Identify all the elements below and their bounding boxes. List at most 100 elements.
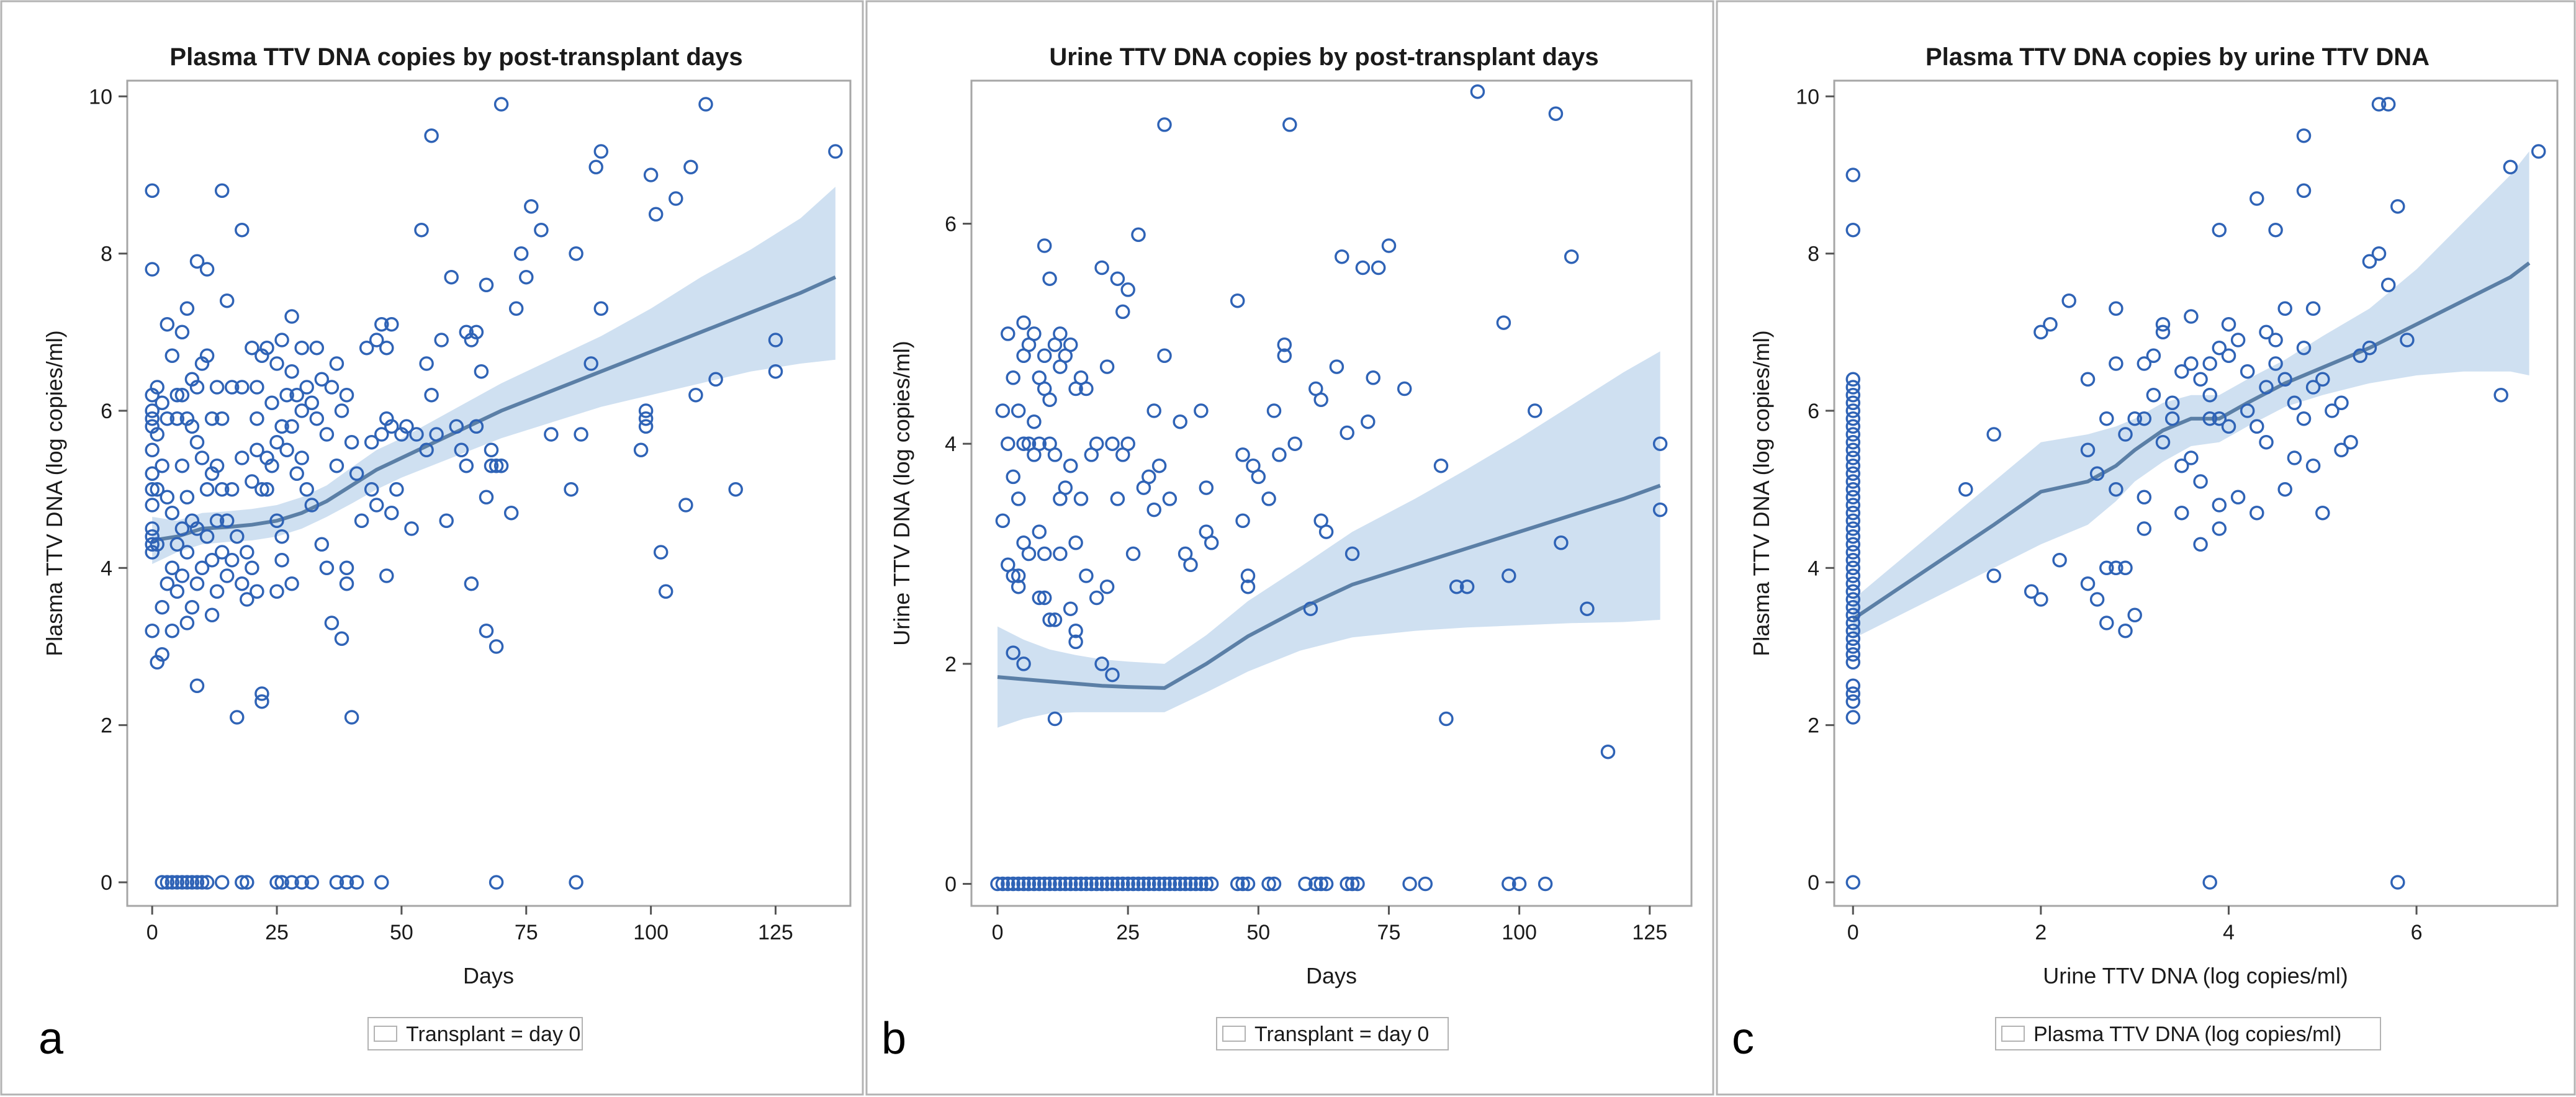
data-point [1251, 469, 1266, 485]
data-point [2184, 450, 2199, 465]
data-point [160, 490, 175, 505]
panel-frame [0, 0, 864, 1096]
data-point [235, 450, 250, 465]
data-point [1125, 546, 1141, 562]
data-point [264, 395, 279, 411]
data-point [1845, 568, 1861, 583]
data-point [1548, 106, 1564, 121]
data-point [1105, 667, 1120, 683]
data-point [369, 498, 384, 513]
data-point [344, 434, 359, 450]
data-point [2118, 560, 2133, 576]
data-point [519, 269, 534, 285]
data-point [1105, 436, 1120, 451]
data-point [1157, 348, 1172, 364]
data-point [1125, 876, 1141, 892]
data-point [179, 875, 195, 890]
data-point [2174, 364, 2189, 379]
data-point [1266, 403, 1282, 418]
data-point [314, 537, 330, 552]
y-tick-label: 10 [89, 85, 112, 109]
data-point [698, 97, 713, 112]
data-point [1355, 260, 1371, 275]
data-point [2184, 309, 2199, 324]
data-point [1037, 876, 1052, 892]
data-point [683, 159, 698, 175]
data-point [2343, 434, 2358, 450]
data-point [643, 168, 659, 182]
y-tick-label: 6 [101, 400, 112, 423]
data-point [384, 316, 399, 332]
data-point [1845, 403, 1861, 418]
data-point [2334, 442, 2349, 458]
data-point [1459, 579, 1475, 594]
x-tick-label: 6 [2411, 921, 2423, 944]
data-point [169, 875, 185, 890]
data-point [155, 875, 169, 890]
data-point [1845, 631, 1861, 647]
y-tick-label: 4 [1808, 557, 1819, 580]
data-point [1001, 326, 1016, 341]
data-point [309, 411, 325, 426]
data-point [1496, 315, 1511, 330]
data-point [484, 458, 499, 473]
data-point [2193, 537, 2208, 552]
data-point [2052, 552, 2067, 568]
data-point [638, 403, 654, 418]
x-tick-label: 125 [758, 921, 793, 944]
data-point [1110, 271, 1125, 286]
data-point [1845, 537, 1861, 552]
data-point [1845, 168, 1861, 182]
x-tick-label: 25 [1116, 921, 1140, 944]
data-point [145, 521, 160, 536]
data-point [1845, 560, 1861, 576]
data-point [224, 380, 240, 395]
data-point [240, 592, 254, 607]
data-point [1240, 579, 1256, 594]
data-point [324, 380, 340, 395]
data-point [399, 419, 414, 434]
data-point [1183, 876, 1198, 892]
data-point [1094, 656, 1109, 671]
data-point [169, 387, 185, 403]
data-point [1053, 546, 1068, 562]
data-point [1235, 876, 1250, 892]
data-point [1397, 381, 1412, 396]
data-point [2268, 333, 2283, 347]
data-point [1845, 686, 1861, 701]
data-point [1845, 655, 1861, 670]
data-point [155, 458, 169, 473]
data-point [204, 607, 220, 623]
data-point [199, 348, 215, 364]
x-tick-label: 25 [265, 921, 289, 944]
data-point [155, 599, 169, 615]
legend-swatch [1222, 1026, 1246, 1042]
data-point [1115, 876, 1130, 892]
data-point [2362, 340, 2377, 356]
data-point [768, 364, 783, 379]
data-point [469, 419, 484, 434]
data-point [1845, 458, 1861, 473]
data-point [384, 419, 399, 434]
data-point [995, 876, 1011, 892]
data-point [1272, 447, 1287, 462]
data-point [1564, 249, 1579, 264]
data-point [145, 537, 160, 552]
y-tick-label: 2 [101, 714, 112, 738]
data-point [2137, 356, 2152, 371]
data-point [454, 442, 469, 458]
data-point [2080, 372, 2096, 387]
data-point [1032, 436, 1047, 451]
x-tick-label: 100 [1502, 921, 1537, 944]
data-point [1845, 576, 1861, 591]
data-point [1845, 427, 1861, 442]
data-point [1105, 876, 1120, 892]
data-point [2137, 521, 2152, 536]
data-point [150, 481, 164, 497]
data-point [1287, 436, 1302, 451]
data-point [1053, 326, 1068, 341]
data-point [224, 481, 240, 497]
data-point [1240, 876, 1256, 892]
data-point [2164, 395, 2180, 411]
